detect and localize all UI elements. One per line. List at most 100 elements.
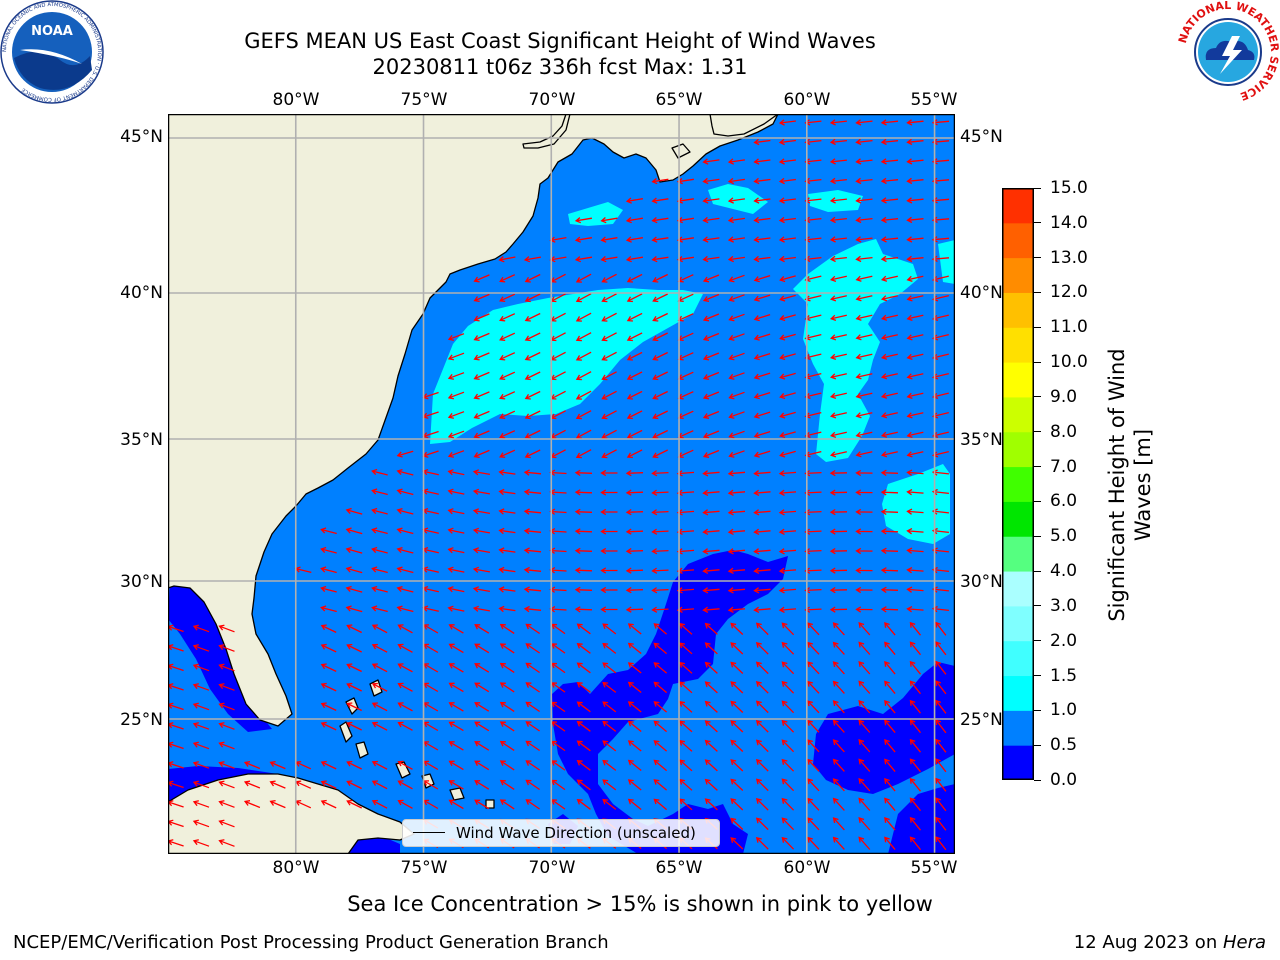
map-frame [168,114,955,854]
wave-arrow-611 [218,702,235,711]
wave-arrow-739 [653,779,668,791]
wave-arrow-307 [523,469,542,476]
wave-arrow-623 [602,701,617,713]
wave-arrow-822 [755,837,769,850]
wave-arrow-512 [627,623,642,635]
wave-arrow-628 [730,700,744,713]
wave-arrow-439 [753,567,771,574]
wave-arrow-670 [474,741,490,751]
wave-arrow-579 [909,660,922,675]
wave-arrow-8 [778,138,796,146]
wave-arrow-53 [651,217,669,224]
wave-arrow-361 [702,509,720,516]
wave-arrow-620 [525,701,540,713]
wave-arrow-278 [931,431,949,439]
wave-arrow-317 [778,470,797,477]
wave-arrow-728 [371,780,388,790]
wave-arrow-233 [855,392,873,399]
wave-arrow-733 [499,779,515,790]
wave-arrow-112 [804,275,822,283]
wave-arrow-385 [676,528,695,535]
colorbar-segment-8 [1002,466,1034,502]
colorbar-tick-mark [1034,431,1041,433]
wave-arrow-262 [524,429,541,439]
wave-arrow-334 [625,489,644,496]
wave-arrow-778 [858,797,871,811]
wave-arrow-351 [447,508,465,515]
map-legend: Wind Wave Direction (unscaled) [402,819,720,847]
wave-arrow-364 [778,509,797,516]
wave-arrow-772 [704,798,718,811]
wave-arrow-610 [192,702,210,711]
lon-tick-bottom-80w: 80°W [272,858,320,878]
wave-arrow-332 [574,489,593,496]
wave-arrow-498 [192,624,210,633]
sea-ice-note: Sea Ice Concentration > 15% is shown in … [347,892,933,916]
wave-arrow-28 [727,177,745,185]
wave-arrow-106 [652,273,668,283]
wave-arrow-543 [704,642,718,655]
wave-arrow-168 [753,333,771,341]
lat-tick-left-45n: 45°N [120,127,163,147]
wave-arrow-80 [931,236,950,243]
wave-arrow-452 [447,586,465,593]
wave-arrow-781 [935,797,947,812]
wave-arrow-207 [728,372,745,380]
wave-arrow-446 [931,566,949,574]
wave-arrow-436 [676,567,695,574]
wave-arrow-337 [702,489,720,496]
wave-arrow-802 [858,817,871,831]
wave-arrow-454 [498,586,516,593]
wave-arrow-219 [499,391,516,400]
lon-tick-top-55w: 55°W [910,90,958,110]
wave-arrow-710 [704,759,718,772]
wave-arrow-363 [753,509,771,516]
wave-arrow-524 [935,621,947,636]
wave-arrow-147 [728,313,745,322]
wave-arrow-279 [396,450,414,458]
wave-arrow-505 [448,624,464,634]
wave-arrow-558 [371,663,388,673]
wave-arrow-407 [600,547,618,555]
wave-arrow-633 [858,700,871,714]
wave-arrow-734 [525,779,540,791]
wave-arrow-327 [447,488,465,495]
wave-arrow-650 [576,720,591,732]
lon-tick-bottom-75w: 75°W [400,858,448,878]
wave-arrow-210 [804,372,822,380]
wave-arrow-648 [525,721,540,732]
colorbar-segment-0 [1002,745,1034,780]
footer-host: Hera [1222,932,1266,953]
wave-arrow-255 [880,412,898,419]
wave-arrow-330 [523,488,542,496]
wave-arrow-172 [855,334,873,341]
wave-arrow-592 [525,682,540,693]
wave-arrow-445 [906,567,924,574]
colorbar-tick-label: 0.0 [1050,770,1078,790]
wave-arrow-708 [653,759,668,772]
wave-arrow-559 [397,663,413,673]
wave-arrow-123 [601,293,617,303]
wave-arrow-617 [448,702,464,712]
wave-arrow-711 [730,759,744,772]
wave-arrow-25 [651,178,669,185]
wave-arrow-360 [676,509,695,516]
wave-arrow-714 [807,758,820,772]
wave-arrow-76 [829,236,847,243]
wave-arrow-55 [702,216,720,224]
wave-arrow-199 [524,371,541,381]
wave-arrow-122 [575,293,592,303]
wave-arrow-746 [832,778,845,792]
wave-arrow-45 [829,197,847,204]
wave-arrow-52 [625,217,644,224]
wave-arrow-31 [804,177,822,185]
wave-arrow-484 [625,606,644,613]
wave-arrow-289 [652,449,668,459]
wave-arrow-170 [804,333,822,341]
wave-arrow-464 [753,587,771,594]
wave-arrow-474 [371,605,388,613]
wave-arrow-202 [601,371,617,381]
wave-arrow-522 [884,621,896,636]
wave-arrow-622 [576,701,591,713]
wave-arrow-130 [779,294,796,302]
